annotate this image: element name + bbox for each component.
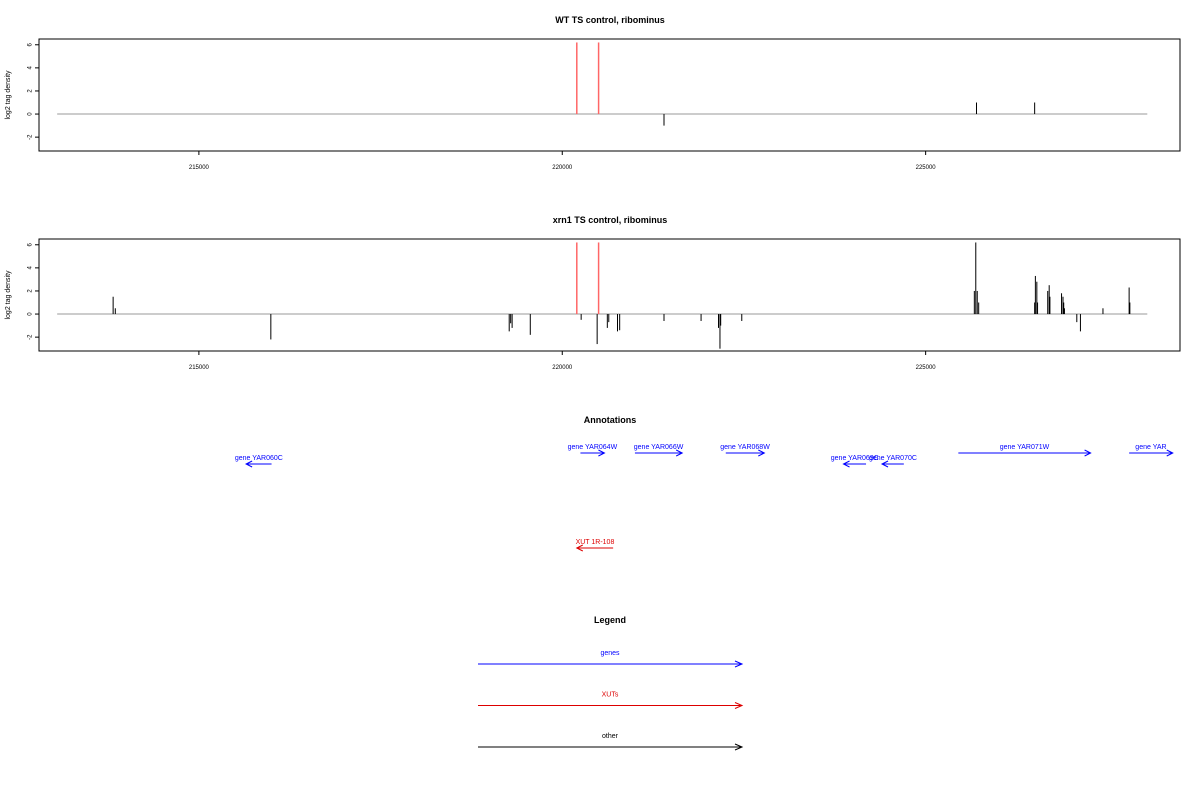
xrn1-y-tick-label: 6 xyxy=(28,242,34,246)
gene-feature[interactable]: gene YAR070C xyxy=(869,455,917,468)
gene-arrowhead xyxy=(758,449,766,457)
gene-feature[interactable]: gene YAR060C xyxy=(235,455,283,468)
gene-feature[interactable]: gene YAR068W xyxy=(720,444,770,457)
wt-y-tick-label: 4 xyxy=(28,66,34,70)
gene-arrowhead xyxy=(675,449,684,457)
wt-plot-frame xyxy=(38,38,1181,152)
gene-feature[interactable]: gene YAR xyxy=(1129,444,1174,457)
gene-label: gene YAR070C xyxy=(869,455,917,462)
wt-plot-area xyxy=(57,42,1148,126)
legend-label: genes xyxy=(600,650,620,657)
legend-arrowhead xyxy=(734,660,744,668)
gene-label: gene YAR068W xyxy=(720,444,770,451)
xut-label: XUT 1R-108 xyxy=(576,539,615,546)
legend: Legend genes XUTs other xyxy=(478,615,744,751)
xrn1-y-tick-label: 2 xyxy=(28,289,34,293)
legend-items: genes XUTs other xyxy=(478,650,744,751)
legend-label: other xyxy=(602,733,619,740)
annotation-features: gene YAR060C gene YAR064W gene YAR066W gene… xyxy=(235,444,1174,552)
legend-item-xut: XUTs xyxy=(478,692,744,709)
annotations-title: Annotations xyxy=(584,415,637,425)
legend-arrowhead xyxy=(734,743,744,751)
xrn1-x-tick-label: 225000 xyxy=(916,365,937,371)
wt-y-tick-label: 0 xyxy=(28,112,34,116)
xrn1-x-tick-label: 220000 xyxy=(552,365,573,371)
xrn1-y-axis: 6 4 2 0 -2 xyxy=(28,242,39,340)
gene-feature[interactable]: gene YAR066W xyxy=(634,444,684,457)
gene-feature[interactable]: gene YAR064W xyxy=(568,444,618,457)
gene-arrowhead xyxy=(842,460,850,468)
xrn1-plot-area xyxy=(57,242,1148,349)
wt-x-tick-label: 225000 xyxy=(916,165,937,171)
wt-x-axis: 215000 220000 225000 xyxy=(189,151,936,171)
xrn1-y-tick-label: -2 xyxy=(28,334,34,340)
legend-title: Legend xyxy=(594,615,626,625)
gene-arrowhead xyxy=(245,460,253,468)
wt-y-axis-label: log2 tag density xyxy=(5,70,12,120)
xrn1-y-tick-label: 4 xyxy=(28,266,34,270)
wt-y-tick-label: -2 xyxy=(28,134,34,140)
wt-y-axis: 6 4 2 0 -2 xyxy=(28,42,39,140)
wt-x-tick-label: 220000 xyxy=(552,165,573,171)
gene-label: gene YAR064W xyxy=(568,444,618,451)
gene-feature[interactable]: gene YAR071W xyxy=(958,444,1092,457)
legend-item-gene: genes xyxy=(478,650,744,668)
wt-panel: WT TS control, ribominus log2 tag densit… xyxy=(5,15,1181,171)
wt-panel-title: WT TS control, ribominus xyxy=(555,15,665,25)
wt-y-tick-label: 6 xyxy=(28,42,34,46)
xrn1-x-axis: 215000 220000 225000 xyxy=(189,351,936,371)
gene-feature[interactable]: gene YAR069C xyxy=(831,455,879,468)
xrn1-y-axis-label: log2 tag density xyxy=(5,270,12,320)
xut-feature[interactable]: XUT 1R-108 xyxy=(575,539,615,552)
xrn1-plot-frame xyxy=(38,238,1181,352)
gene-arrowhead xyxy=(1084,449,1092,457)
gene-label: gene YAR069C xyxy=(831,455,879,462)
legend-label: XUTs xyxy=(602,692,619,699)
xrn1-x-tick-label: 215000 xyxy=(189,365,210,371)
gene-label: gene YAR060C xyxy=(235,455,283,462)
wt-x-tick-label: 215000 xyxy=(189,165,210,171)
wt-y-tick-label: 2 xyxy=(28,89,34,93)
gene-arrowhead xyxy=(598,449,606,457)
xut-arrowhead xyxy=(575,544,584,552)
gene-arrowhead xyxy=(880,460,889,468)
xrn1-panel: xrn1 TS control, ribominus log2 tag dens… xyxy=(5,215,1181,371)
gene-label: gene YAR066W xyxy=(634,444,684,451)
gene-label: gene YAR071W xyxy=(1000,444,1050,451)
legend-arrowhead xyxy=(734,702,744,709)
xrn1-panel-title: xrn1 TS control, ribominus xyxy=(553,215,668,225)
xrn1-y-tick-label: 0 xyxy=(28,312,34,316)
gene-label: gene YAR xyxy=(1135,444,1166,451)
legend-item-other: other xyxy=(478,733,744,751)
gene-arrowhead xyxy=(1166,449,1174,457)
